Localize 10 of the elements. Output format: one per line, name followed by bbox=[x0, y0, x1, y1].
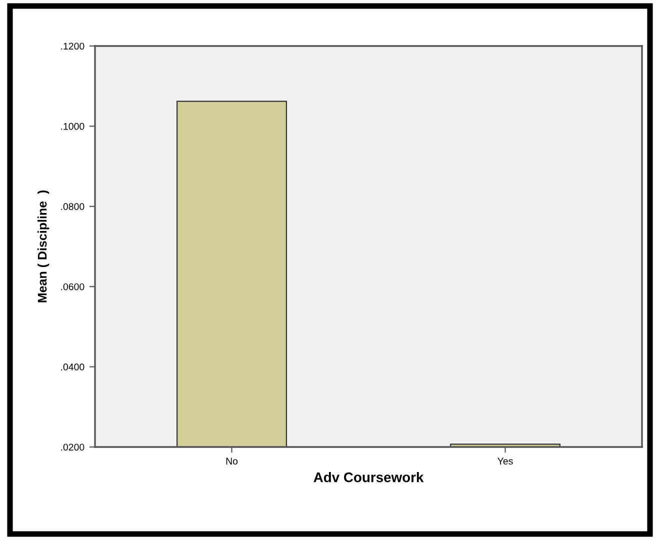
y-tick-label: .0200 bbox=[61, 444, 84, 451]
x-tick-label: Yes bbox=[498, 458, 513, 465]
y-tick-label: .0400 bbox=[61, 364, 84, 370]
y-tick-label: .0600 bbox=[61, 283, 84, 290]
x-tick-label: No bbox=[226, 458, 238, 465]
y-tick-label: .0800 bbox=[61, 203, 84, 210]
x-axis-title: Adv Coursework bbox=[314, 472, 424, 482]
y-tick-label: .1000 bbox=[61, 122, 84, 130]
y-axis-title: Mean ( Discipline ) bbox=[37, 190, 50, 302]
y-tick-label: .1200 bbox=[61, 42, 84, 50]
